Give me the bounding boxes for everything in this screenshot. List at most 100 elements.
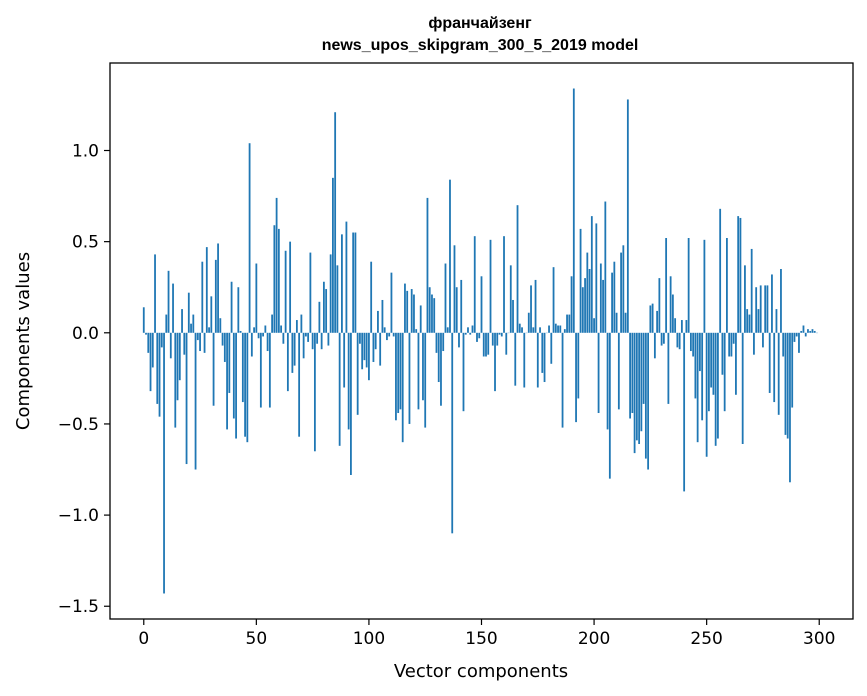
bar-268 xyxy=(746,309,749,333)
bar-180 xyxy=(548,325,550,333)
x-tick-label: 200 xyxy=(578,629,610,649)
bar-120 xyxy=(413,294,415,333)
bar-185 xyxy=(559,325,562,333)
bar-71 xyxy=(302,332,305,359)
bar-105 xyxy=(379,332,382,366)
bar-200 xyxy=(593,318,595,333)
bar-189 xyxy=(568,314,571,333)
bar-127 xyxy=(428,287,431,333)
bar-266 xyxy=(741,332,744,444)
bar-137 xyxy=(451,332,454,534)
bar-36 xyxy=(223,332,226,362)
bar-72 xyxy=(304,332,307,337)
bar-254 xyxy=(714,332,717,446)
bar-293 xyxy=(802,325,805,333)
bar-61 xyxy=(280,325,283,333)
bar-190 xyxy=(570,276,573,333)
bar-262 xyxy=(732,332,735,344)
bar-169 xyxy=(523,332,526,388)
bar-37 xyxy=(226,332,228,430)
bar-142 xyxy=(462,332,465,412)
bar-122 xyxy=(417,332,420,410)
bar-119 xyxy=(410,289,413,333)
bar-40 xyxy=(232,332,235,419)
bar-188 xyxy=(566,314,568,333)
bar-174 xyxy=(534,279,537,333)
bar-164 xyxy=(512,299,514,333)
bar-83 xyxy=(329,254,332,333)
bar-118 xyxy=(408,332,411,424)
bar-95 xyxy=(356,332,359,415)
bar-224 xyxy=(647,332,650,470)
bar-143 xyxy=(464,332,467,335)
bar-41 xyxy=(235,332,237,439)
bar-58 xyxy=(273,225,276,333)
bar-123 xyxy=(419,305,422,333)
bar-126 xyxy=(426,197,429,333)
bar-52 xyxy=(259,332,262,408)
bar-229 xyxy=(658,278,661,333)
bar-178 xyxy=(543,332,546,383)
bar-195 xyxy=(581,287,584,333)
bar-113 xyxy=(397,332,400,414)
bar-26 xyxy=(201,261,204,333)
bar-241 xyxy=(685,320,688,333)
bar-176 xyxy=(539,327,541,333)
bar-184 xyxy=(557,325,559,333)
bar-82 xyxy=(327,332,330,346)
bar-182 xyxy=(552,267,555,333)
bar-68 xyxy=(295,320,298,333)
bar-155 xyxy=(491,332,494,346)
x-tick-label: 50 xyxy=(246,629,268,649)
bar-289 xyxy=(793,332,796,342)
bar-198 xyxy=(588,268,591,333)
bar-283 xyxy=(780,268,782,333)
bar-294 xyxy=(804,332,807,337)
bar-277 xyxy=(766,285,769,333)
bar-160 xyxy=(503,236,505,333)
bar-90 xyxy=(345,221,348,333)
bar-66 xyxy=(291,332,294,373)
bar-226 xyxy=(651,303,654,333)
bar-206 xyxy=(606,332,609,430)
bar-264 xyxy=(737,216,740,333)
bar-131 xyxy=(437,332,440,383)
bar-285 xyxy=(784,332,787,435)
bar-104 xyxy=(377,310,379,333)
bar-213 xyxy=(622,245,625,333)
x-axis-label: Vector components xyxy=(394,661,568,682)
bar-279 xyxy=(771,274,773,333)
bar-173 xyxy=(532,327,535,333)
bar-256 xyxy=(719,208,722,333)
bar-112 xyxy=(395,332,397,421)
bar-288 xyxy=(791,332,794,408)
bar-271 xyxy=(753,332,755,355)
bar-251 xyxy=(708,332,710,412)
bar-214 xyxy=(624,312,627,333)
bar-73 xyxy=(307,332,310,342)
bar-243 xyxy=(689,332,692,352)
bar-242 xyxy=(687,238,690,333)
bar-79 xyxy=(320,332,323,350)
bar-60 xyxy=(277,228,280,333)
bar-275 xyxy=(762,332,764,348)
bar-203 xyxy=(599,263,602,333)
bar-117 xyxy=(406,290,409,333)
bar-99 xyxy=(365,332,368,368)
bar-207 xyxy=(608,332,611,479)
bar-55 xyxy=(266,332,269,352)
bar-18 xyxy=(183,332,186,355)
bar-154 xyxy=(489,239,492,333)
bar-257 xyxy=(721,332,724,375)
bar-132 xyxy=(440,332,442,406)
bar-87 xyxy=(338,332,341,446)
bar-149 xyxy=(478,332,481,339)
bar-108 xyxy=(386,332,388,341)
bar-107 xyxy=(383,327,386,333)
bar-230 xyxy=(660,332,663,346)
bar-286 xyxy=(786,332,789,439)
bar-236 xyxy=(674,318,677,333)
bar-210 xyxy=(615,312,618,333)
bar-64 xyxy=(286,332,289,392)
